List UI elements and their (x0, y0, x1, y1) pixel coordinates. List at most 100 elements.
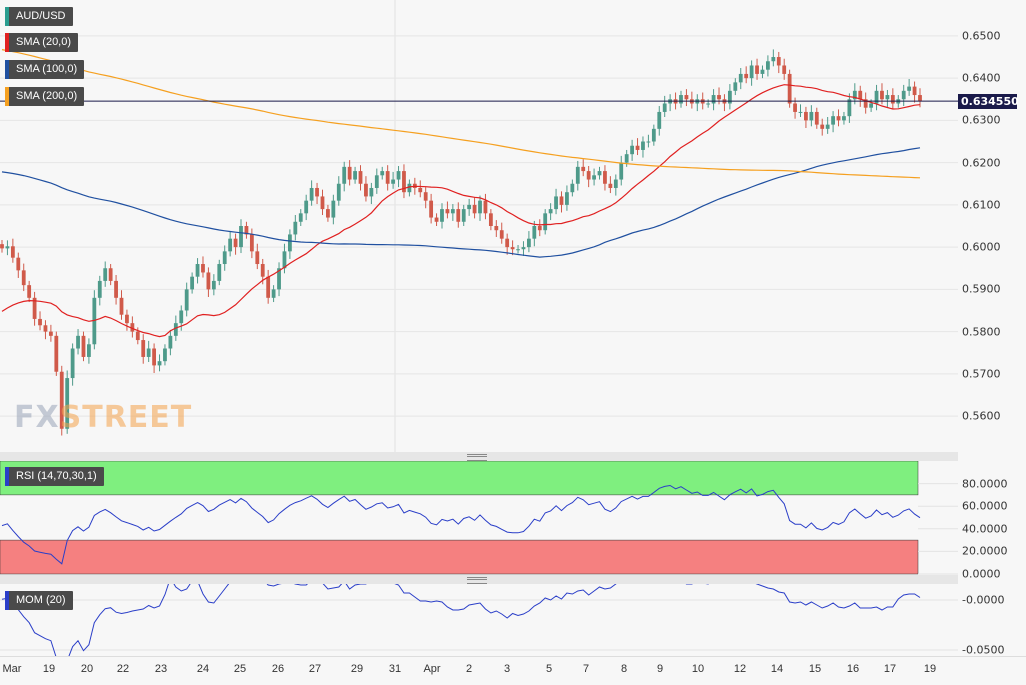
time-tick-label: 8 (620, 663, 628, 675)
candle-body (613, 179, 618, 188)
time-tick-label: 12 (733, 663, 747, 675)
legend-sma200[interactable]: SMA (200,0) (5, 87, 85, 106)
price-tick-label: 0.6200 (962, 156, 1001, 170)
candle-body (733, 82, 738, 91)
candle-body (347, 166, 352, 180)
rsi-tick-label: 60.0000 (962, 499, 1008, 513)
candle-body (787, 73, 792, 104)
candle-body (662, 103, 667, 112)
candle-body (554, 196, 558, 210)
pane-splitter-1[interactable] (0, 452, 958, 461)
candle-body (277, 268, 281, 290)
candle-body (885, 95, 890, 100)
symbol-label[interactable]: AUD/USD (5, 7, 73, 26)
candle-body (603, 171, 607, 184)
candle-body (738, 73, 743, 83)
candle-body (271, 289, 276, 298)
candle-body (608, 183, 613, 188)
time-tick-label: 5 (545, 663, 553, 675)
candle-body (211, 280, 216, 290)
candle-body (293, 221, 298, 235)
candle-body (869, 103, 874, 108)
candle-body (0, 244, 4, 249)
candle-body (43, 325, 48, 332)
candle-body (858, 90, 863, 100)
rsi-label[interactable]: RSI (14,70,30,1) (5, 467, 104, 486)
time-tick-label: 22 (116, 663, 130, 675)
price-tick-label: 0.5600 (962, 409, 1001, 423)
price-tick-label: 0.6300 (962, 113, 1001, 127)
price-tick-label: 0.6000 (962, 240, 1001, 254)
price-pane[interactable]: FXSTREET AUD/USD SMA (20,0) SMA (100,0) … (0, 0, 958, 452)
candle-body (581, 166, 586, 172)
candle-body (918, 95, 922, 102)
candle-body (901, 90, 906, 100)
momentum-pane[interactable]: MOM (20) (0, 584, 958, 656)
candle-body (266, 276, 271, 298)
candle-body (70, 348, 75, 379)
candle-body (81, 335, 86, 357)
rsi-tick-label: 0.0000 (962, 567, 1001, 581)
rsi-tick-label: 20.0000 (962, 544, 1008, 558)
candle-body (646, 141, 651, 143)
candle-body (65, 378, 70, 429)
candle-body (336, 183, 341, 201)
pane-splitter-2[interactable] (0, 575, 958, 584)
candle-body (684, 95, 689, 100)
momentum-line (1, 584, 921, 656)
candle-body (114, 280, 118, 298)
candle-body (5, 246, 10, 249)
sma200-label: SMA (200,0) (16, 90, 78, 102)
candle-body (59, 371, 64, 429)
rsi-pane[interactable]: RSI (14,70,30,1) (0, 461, 958, 575)
price-tick-label: 0.6400 (962, 71, 1001, 85)
mom-label[interactable]: MOM (20) (5, 591, 73, 610)
legend-sma20[interactable]: SMA (20,0) (5, 33, 79, 52)
time-axis[interactable]: Mar 19 20 22 23 24 25 26 27 29 31 Apr 2 3 5 7 8 9 10 12 14 15… (0, 656, 1026, 685)
candle-body (874, 90, 879, 104)
candle-body (505, 238, 510, 248)
candle-body (402, 171, 406, 193)
candle-body (48, 331, 53, 336)
candle-body (467, 204, 472, 210)
candle-body (125, 314, 129, 324)
candle-body (727, 90, 732, 104)
candle-body (597, 171, 602, 176)
time-tick-label: 3 (503, 663, 511, 675)
candle-body (173, 323, 178, 336)
rsi-axis[interactable]: 80.0000 60.0000 40.0000 20.0000 0.0000 (958, 461, 1026, 581)
candle-body (92, 297, 97, 345)
candle-body (717, 95, 721, 100)
candle-body (760, 69, 765, 74)
last-price-tag: 0.634550 (958, 94, 1019, 110)
price-tick-label: 0.5700 (962, 367, 1001, 381)
candle-body (537, 226, 542, 231)
candle-body (516, 249, 520, 251)
legend-sma100[interactable]: SMA (100,0) (5, 60, 85, 79)
splitter-grip-icon (467, 454, 487, 461)
candle-body (836, 116, 841, 121)
candle-body (488, 213, 493, 226)
rsi-tick-label: 80.0000 (962, 477, 1008, 491)
candle-body (233, 238, 238, 248)
time-tick-label: Mar (2, 663, 22, 675)
price-chart (0, 0, 958, 452)
overbought-zone (0, 461, 919, 496)
candle-body (168, 335, 173, 349)
candle-body (130, 323, 135, 332)
price-tick-label: 0.6500 (962, 29, 1001, 43)
candle-body (97, 280, 102, 298)
time-tick-label: 23 (154, 663, 168, 675)
candle-body (586, 171, 591, 180)
time-tick-label: 25 (233, 663, 247, 675)
candle-body (190, 276, 195, 290)
rsi-tick-label: 40.0000 (962, 522, 1008, 536)
mom-tick-label: -0.0000 (962, 593, 1005, 607)
candle-body (434, 217, 439, 222)
price-axis[interactable]: 0.634550 0.6500 0.6400 0.6300 0.6200 0.6100 0… (958, 0, 1026, 452)
candle-body (820, 124, 825, 129)
momentum-axis[interactable]: -0.0000 -0.0500 (958, 584, 1026, 657)
candle-body (548, 209, 553, 214)
candle-body (499, 230, 504, 239)
symbol-text: AUD/USD (16, 10, 66, 22)
